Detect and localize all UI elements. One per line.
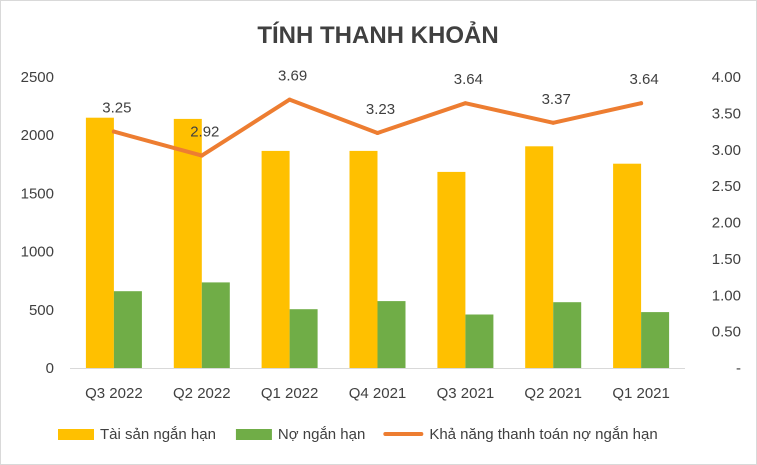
legend: Tài sản ngắn hạn Nợ ngắn hạn Khả năng than… — [58, 426, 658, 443]
bar-no-ngan-han-1 — [201, 282, 230, 368]
axes-layer: Q3 2022 Q2 2022 Q1 2022 Q4 2021 Q3 2021 Q2 20… — [21, 69, 741, 402]
line-point-2 — [287, 97, 292, 102]
line-point-0 — [111, 129, 116, 134]
line-point-3 — [375, 131, 380, 135]
line-data-label-0: 3.25 — [102, 100, 131, 117]
bar-tai-san-ngan-han-3 — [349, 150, 378, 368]
line-data-label-3: 3.23 — [366, 101, 395, 118]
y-left-tick-label: 2000 — [21, 127, 54, 144]
line-data-label-2: 3.69 — [278, 68, 307, 85]
y-right-tick-label: 1.50 — [712, 251, 741, 268]
x-tick-label: Q2 2022 — [173, 385, 231, 402]
line-layer: 3.25 2.92 3.69 3.23 3.64 3.37 3.64 — [102, 68, 659, 158]
bar-tai-san-ngan-han-4 — [437, 171, 466, 368]
bar-tai-san-ngan-han-2 — [261, 150, 290, 368]
y-right-tick-label: 2.50 — [712, 178, 741, 195]
bar-no-ngan-han-5 — [553, 302, 582, 368]
y-right-tick-label: 2.00 — [712, 215, 741, 232]
bars-layer — [85, 117, 670, 369]
bar-tai-san-ngan-han-6 — [613, 163, 642, 368]
y-right-tick-label: 3.00 — [712, 142, 741, 159]
y-left-tick-label: 1000 — [21, 244, 54, 261]
line-data-label-1: 2.92 — [190, 124, 219, 141]
y-right-tick-label: 4.00 — [712, 69, 741, 86]
legend-label-0: Tài sản ngắn hạn — [100, 426, 216, 443]
x-tick-label: Q3 2022 — [85, 385, 143, 402]
line-point-1 — [199, 153, 204, 158]
bar-no-ngan-han-3 — [377, 301, 406, 368]
bar-no-ngan-han-0 — [113, 291, 142, 368]
x-tick-label: Q1 2021 — [612, 385, 670, 402]
bar-no-ngan-han-2 — [289, 309, 318, 368]
bar-no-ngan-han-6 — [641, 312, 670, 368]
bar-tai-san-ngan-han-0 — [85, 117, 114, 368]
x-tick-label: Q3 2021 — [437, 385, 495, 402]
legend-marker-0 — [58, 429, 94, 440]
legend-label-2: Khả năng thanh toán nợ ngắn hạn — [429, 426, 657, 443]
y-right-tick-label: 3.50 — [712, 105, 741, 122]
x-tick-label: Q1 2022 — [261, 385, 319, 402]
y-right-tick-label: - — [736, 360, 741, 377]
y-right-tick-label: 1.00 — [712, 287, 741, 304]
line-point-4 — [463, 101, 468, 106]
line-data-label-4: 3.64 — [454, 71, 483, 88]
line-point-5 — [551, 120, 556, 125]
x-tick-label: Q2 2021 — [524, 385, 582, 402]
legend-label-1: Nợ ngắn hạn — [278, 426, 365, 443]
line-data-label-6: 3.64 — [629, 71, 658, 88]
line-data-label-5: 3.37 — [542, 91, 571, 108]
y-left-tick-label: 500 — [29, 302, 54, 319]
legend-marker-1 — [235, 429, 272, 440]
y-right-tick-label: 0.50 — [712, 324, 741, 341]
y-left-tick-label: 2500 — [21, 69, 54, 86]
line-point-6 — [639, 101, 644, 106]
bar-tai-san-ngan-han-5 — [525, 146, 554, 368]
y-left-tick-label: 1500 — [21, 185, 54, 202]
y-left-tick-label: 0 — [46, 360, 54, 377]
bar-no-ngan-han-4 — [465, 314, 494, 368]
x-tick-label: Q4 2021 — [349, 385, 407, 402]
bar-tai-san-ngan-han-1 — [173, 118, 202, 369]
chart-title: TÍNH THANH KHOẢN — [257, 20, 498, 49]
